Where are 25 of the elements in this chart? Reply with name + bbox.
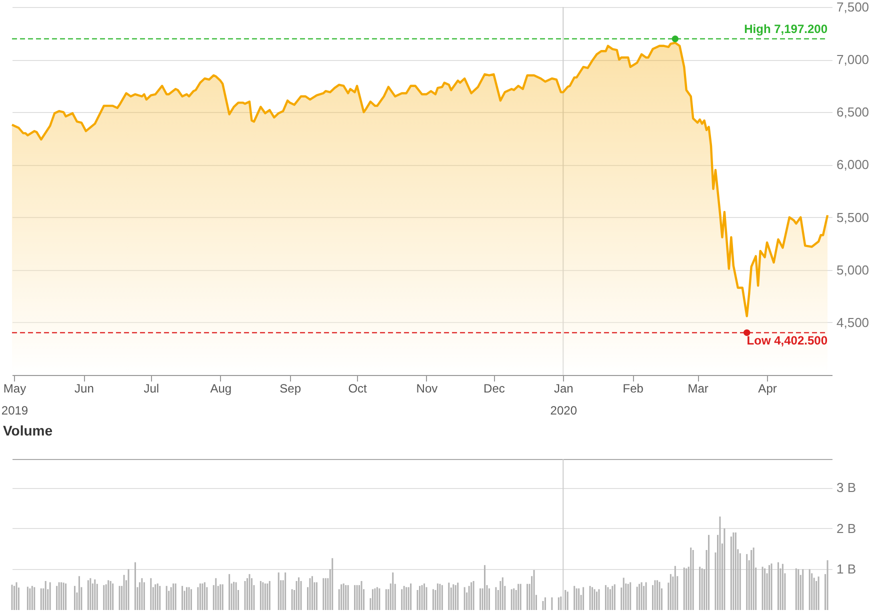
- x-tick-label: Feb: [622, 382, 644, 396]
- y-tick-label: 5,000: [836, 262, 870, 278]
- x-tick-label: Aug: [210, 382, 232, 396]
- ref-line-label: Low 4,402.500: [746, 334, 828, 348]
- x-tick-label: Nov: [416, 382, 438, 396]
- x-tick-label: Dec: [484, 382, 505, 396]
- x-tick-label: Jul: [144, 382, 160, 396]
- y-tick-label: 6,500: [836, 104, 870, 120]
- y-tick-label: 3 B: [836, 480, 856, 496]
- y-tick-label: 2 B: [836, 520, 856, 536]
- y-tick-label: 1 B: [836, 562, 856, 577]
- x-tick-label: May 2019: [1, 382, 28, 418]
- y-tick-label: 4,500: [836, 314, 870, 330]
- y-tick-label: 6,000: [836, 157, 870, 172]
- x-tick-label: Apr: [758, 382, 777, 396]
- y-tick-label: 5,500: [836, 210, 870, 225]
- chart-title: Volume: [3, 422, 53, 438]
- x-tick-label: Mar: [688, 382, 708, 396]
- y-tick-label: 7,500: [836, 0, 870, 14]
- ref-line-label: High 7,197.200: [744, 22, 828, 36]
- x-tick-label: Sep: [280, 382, 302, 396]
- y-tick-label: 7,000: [836, 52, 870, 68]
- x-tick-label: Jan 2020: [550, 382, 578, 418]
- x-tick-label: Jun: [74, 382, 94, 396]
- x-tick-label: Oct: [348, 382, 368, 396]
